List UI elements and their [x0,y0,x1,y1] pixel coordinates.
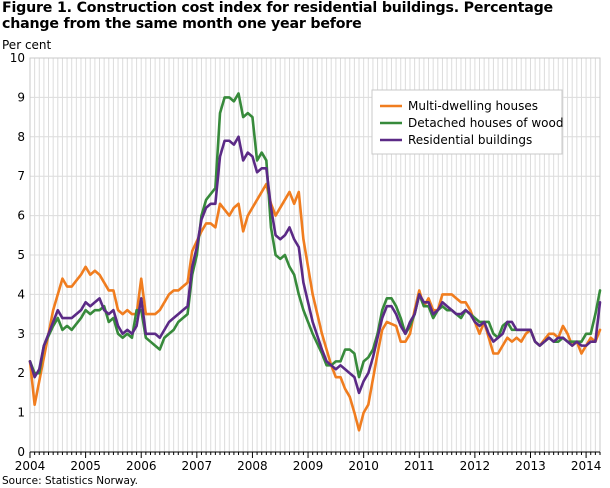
legend: Multi-dwelling houses Detached houses of … [371,89,563,155]
x-tick-label: 2004 [15,459,46,473]
x-tick-label: 2011 [404,459,435,473]
legend-box [371,89,563,155]
y-axis-unit-label: Per cent [2,38,52,52]
y-tick-label: 3 [17,327,25,341]
x-tick-label: 2013 [515,459,546,473]
legend-label: Multi-dwelling houses [408,99,538,113]
y-tick-label: 1 [17,406,25,420]
x-tick-label: 2006 [126,459,157,473]
x-tick-label: 2010 [348,459,379,473]
chart-title: Figure 1. Construction cost index for re… [2,0,553,32]
series-line [28,182,602,432]
legend-label: Residential buildings [408,133,532,147]
x-tick-label: 2005 [70,459,101,473]
y-tick-label: 0 [17,445,25,459]
y-tick-label: 5 [17,248,25,262]
axes: Per cent 0 1 2 3 4 5 6 7 8 9 10 2004 2005 2006 2007 200… [2,38,601,473]
x-tick-label: 2014 [571,459,602,473]
y-tick-label: 10 [10,51,25,65]
series-lines [28,92,602,432]
y-tick-label: 8 [17,130,25,144]
series-line [28,135,602,395]
x-tick-label: 2009 [293,459,324,473]
y-tick-label: 7 [17,169,25,183]
y-tick-label: 6 [17,209,25,223]
x-tick-label: 2012 [460,459,491,473]
x-tick-label: 2008 [237,459,268,473]
y-tick-label: 9 [17,90,25,104]
y-tick-label: 4 [17,287,25,301]
x-tick-label: 2007 [182,459,213,473]
source-note: Source: Statistics Norway. [2,475,138,487]
legend-label: Detached houses of wood [408,116,563,130]
y-tick-label: 2 [17,366,25,380]
series-line [28,92,602,379]
